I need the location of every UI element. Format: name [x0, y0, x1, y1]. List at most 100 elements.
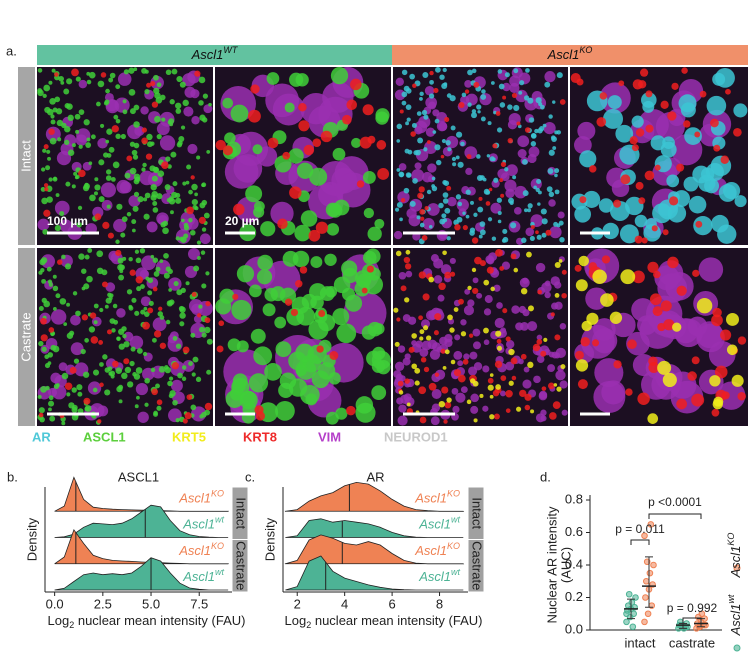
density-area	[285, 555, 464, 591]
micrograph-blob	[548, 191, 555, 198]
micrograph-blob	[197, 256, 201, 260]
micrograph-blob	[180, 287, 186, 294]
micrograph-blob	[122, 333, 127, 339]
micrograph-blob	[408, 346, 415, 353]
micrograph-blob	[510, 357, 518, 365]
micrograph-blob	[190, 404, 197, 411]
micrograph-blob	[57, 137, 62, 142]
micrograph-blob	[363, 207, 375, 219]
micrograph-blob	[75, 310, 81, 317]
micrograph-blob	[98, 196, 105, 203]
micrograph-blob	[559, 237, 565, 243]
micrograph-blob	[601, 255, 611, 264]
legend-label: Ascl1wt	[726, 594, 743, 636]
micrograph-blob	[129, 108, 136, 115]
micrograph-blob	[152, 257, 159, 263]
micrograph-blob	[165, 319, 171, 325]
micrograph-blob	[549, 412, 557, 420]
micrograph-blob	[662, 229, 669, 236]
micrograph-blob	[308, 319, 329, 340]
micrograph-blob	[77, 205, 83, 210]
micrograph-blob	[48, 400, 55, 407]
micrograph-blob	[540, 208, 547, 215]
micrograph-blob	[38, 340, 44, 347]
micrograph-blob	[405, 249, 411, 255]
superscript: KO	[447, 489, 460, 499]
micrograph-blob	[104, 367, 111, 373]
micrograph-blob	[188, 218, 193, 223]
micrograph-blob	[434, 118, 440, 124]
micrograph-blob	[550, 135, 556, 140]
micrograph-blob	[466, 399, 472, 405]
micrograph-blob	[530, 225, 535, 230]
micrograph-blob	[96, 250, 104, 258]
micrograph-blob	[423, 114, 429, 120]
micrograph-blob	[635, 181, 644, 190]
micrograph-blob	[527, 97, 534, 104]
micrograph-blob	[120, 232, 126, 238]
micrograph-blob	[74, 113, 81, 120]
micrograph-blob	[519, 277, 530, 288]
micrograph-blob	[50, 331, 55, 337]
micrograph-blob	[540, 350, 547, 357]
micrograph-blob	[396, 201, 403, 208]
micrograph-blob	[613, 360, 622, 369]
micrograph-blob	[296, 162, 314, 179]
micrograph-blob	[303, 144, 315, 156]
micrograph-blob	[538, 102, 543, 107]
micrograph-blob	[465, 93, 478, 106]
micrograph-blob	[434, 372, 440, 377]
micrograph-blob	[111, 125, 119, 133]
micrograph-blob	[275, 341, 292, 358]
micrograph-blob	[204, 402, 213, 411]
micrograph-blob	[470, 378, 476, 384]
micrograph-blob	[318, 181, 344, 208]
micrograph-blob	[172, 335, 178, 341]
micrograph-blob	[618, 80, 625, 87]
micrograph-blob	[575, 350, 584, 360]
micrograph-blob	[405, 104, 412, 111]
micrograph-blob	[662, 372, 677, 388]
micrograph-blob	[157, 311, 164, 317]
micrograph-blob	[47, 279, 53, 284]
micrograph-blob	[479, 260, 486, 267]
micrograph-blob	[394, 361, 405, 371]
micrograph-blob	[493, 177, 499, 183]
micrograph-blob	[186, 206, 194, 215]
micrograph-blob	[122, 109, 128, 115]
series-label: Ascl1KO	[178, 541, 224, 558]
micrograph-blob	[650, 135, 666, 151]
micrograph-blob	[154, 115, 161, 123]
y-axis-label: Density	[262, 517, 277, 561]
micrograph-blob	[112, 360, 119, 368]
micrograph-blob	[71, 387, 77, 393]
micrograph-blob	[403, 256, 411, 264]
micrograph-blob	[37, 218, 50, 231]
micrograph-blob	[414, 162, 422, 170]
micrograph-blob	[513, 267, 519, 273]
micrograph-blob	[417, 192, 424, 199]
micrograph-blob	[295, 73, 309, 87]
micrograph-blob	[99, 382, 104, 388]
micrograph-blob	[175, 102, 182, 109]
micrograph-blob	[93, 191, 99, 196]
micrograph-blob	[396, 317, 401, 322]
micrograph-blob	[474, 256, 482, 265]
micrograph-blob	[426, 189, 432, 195]
micrograph-blob	[159, 342, 167, 349]
micrograph-blob	[295, 280, 303, 288]
micrograph-blob	[172, 181, 178, 187]
micrograph-blob	[162, 220, 169, 227]
micrograph-blob	[191, 291, 197, 297]
micrograph-blob	[48, 395, 54, 401]
micrograph-blob	[106, 204, 111, 209]
micrograph-blob	[540, 409, 547, 416]
micrograph-blob	[152, 337, 157, 343]
micrograph-blob	[102, 221, 110, 230]
micrograph-blob	[117, 72, 132, 86]
micrograph-blob	[462, 211, 466, 215]
micrograph-blob	[528, 117, 535, 123]
text-part: Ascl1	[182, 569, 215, 584]
micrograph-blob	[190, 332, 196, 338]
column-header	[37, 45, 392, 65]
